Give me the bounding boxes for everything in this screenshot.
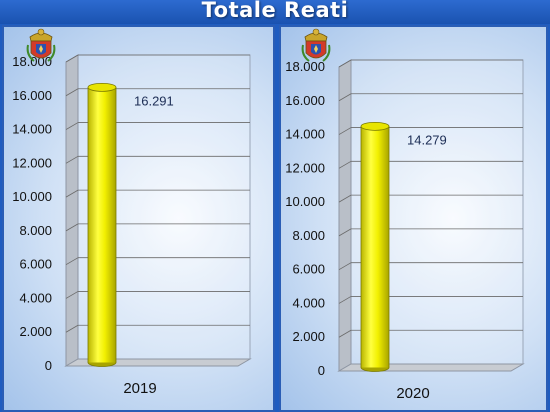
chart-2020: 0 2.000 4.000 6.000 8.000 10.000 12.000 14.000 1…: [285, 59, 525, 402]
gridline-side: [65, 88, 79, 97]
polizia-crest-icon: [26, 28, 56, 62]
gridline-side: [65, 122, 79, 130]
gridline-side: [338, 194, 352, 203]
gridline-side: [338, 329, 352, 338]
y-tick-label: 0: [45, 358, 52, 373]
x-category-label: 2020: [396, 385, 429, 402]
chart-2019: 0 2.000 4.000 6.000 8.000 10.000 12.000 14.000 1…: [12, 54, 252, 397]
data-label: 16.291: [134, 93, 174, 108]
gridline-side: [65, 223, 79, 232]
chart-panel-2020: 0 2.000 4.000 6.000 8.000 10.000 12.000 14.000 1…: [279, 25, 548, 412]
bar-2019: [88, 87, 116, 363]
y-tick-label: 2.000: [292, 329, 325, 344]
gridline-side: [65, 291, 79, 299]
y-tick-label: 8.000: [292, 228, 325, 243]
side-wall: [338, 59, 352, 372]
x-category-label: 2019: [123, 380, 156, 397]
gridline-side: [338, 296, 352, 304]
y-tick-label: 12.000: [285, 160, 325, 175]
y-tick-label: 10.000: [285, 194, 325, 209]
gridline-side: [65, 189, 79, 198]
y-tick-label: 18.000: [285, 59, 325, 74]
gridline-side: [338, 93, 352, 102]
y-tick-label: 0: [318, 363, 325, 378]
bar-top: [87, 82, 117, 92]
y-tick-label: 14.000: [285, 127, 325, 142]
gridline-side: [338, 228, 352, 237]
title-banner: Totale Reati: [0, 0, 550, 24]
gridline-side: [65, 54, 79, 63]
data-label: 14.279: [407, 132, 447, 147]
y-tick-label: 4.000: [19, 290, 52, 305]
side-wall: [65, 54, 79, 367]
y-tick-label: 8.000: [19, 223, 52, 238]
y-tick-label: 14.000: [12, 122, 52, 137]
bar-2020: [361, 126, 389, 368]
gridline-side: [338, 59, 352, 68]
y-tick-label: 16.000: [285, 93, 325, 108]
page-title: Totale Reati: [201, 0, 349, 22]
gridline-side: [65, 257, 79, 266]
y-tick-label: 12.000: [12, 155, 52, 170]
polizia-crest-icon: [301, 28, 331, 62]
y-tick-label: 16.000: [12, 88, 52, 103]
y-tick-label: 10.000: [12, 189, 52, 204]
gridline-side: [65, 324, 79, 333]
y-tick-label: 6.000: [19, 257, 52, 272]
gridline-side: [65, 155, 79, 164]
chart-panel-2019: 0 2.000 4.000 6.000 8.000 10.000 12.000 14.000 1…: [2, 25, 275, 412]
gridline-side: [338, 127, 352, 135]
y-tick-label: 4.000: [292, 295, 325, 310]
y-tick-label: 2.000: [19, 324, 52, 339]
bar-top: [360, 121, 390, 131]
gridline-side: [338, 262, 352, 271]
gridline-side: [338, 160, 352, 169]
y-tick-label: 6.000: [292, 262, 325, 277]
